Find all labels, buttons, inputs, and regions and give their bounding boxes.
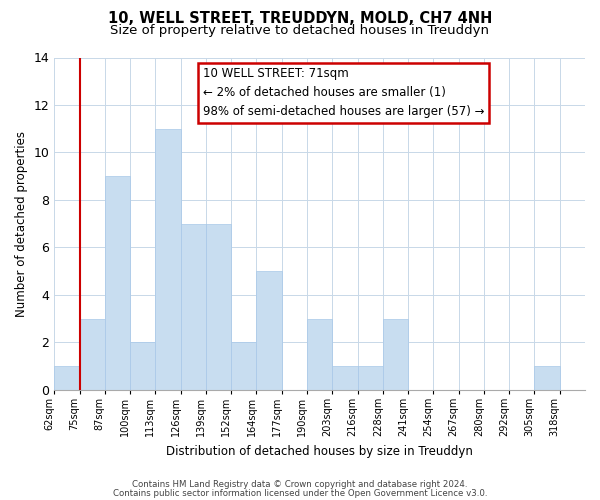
- Text: Size of property relative to detached houses in Treuddyn: Size of property relative to detached ho…: [110, 24, 490, 37]
- Bar: [105, 176, 130, 390]
- Bar: [307, 318, 332, 390]
- Bar: [130, 342, 155, 390]
- Bar: [80, 318, 105, 390]
- Bar: [383, 318, 408, 390]
- Text: 10, WELL STREET, TREUDDYN, MOLD, CH7 4NH: 10, WELL STREET, TREUDDYN, MOLD, CH7 4NH: [108, 11, 492, 26]
- Bar: [54, 366, 80, 390]
- Bar: [332, 366, 358, 390]
- Bar: [358, 366, 383, 390]
- X-axis label: Distribution of detached houses by size in Treuddyn: Distribution of detached houses by size …: [166, 444, 473, 458]
- Bar: [256, 271, 282, 390]
- Text: Contains HM Land Registry data © Crown copyright and database right 2024.: Contains HM Land Registry data © Crown c…: [132, 480, 468, 489]
- Text: 10 WELL STREET: 71sqm
← 2% of detached houses are smaller (1)
98% of semi-detach: 10 WELL STREET: 71sqm ← 2% of detached h…: [203, 68, 484, 118]
- Bar: [181, 224, 206, 390]
- Y-axis label: Number of detached properties: Number of detached properties: [15, 130, 28, 316]
- Text: Contains public sector information licensed under the Open Government Licence v3: Contains public sector information licen…: [113, 488, 487, 498]
- Bar: [535, 366, 560, 390]
- Bar: [231, 342, 256, 390]
- Bar: [206, 224, 231, 390]
- Bar: [155, 128, 181, 390]
